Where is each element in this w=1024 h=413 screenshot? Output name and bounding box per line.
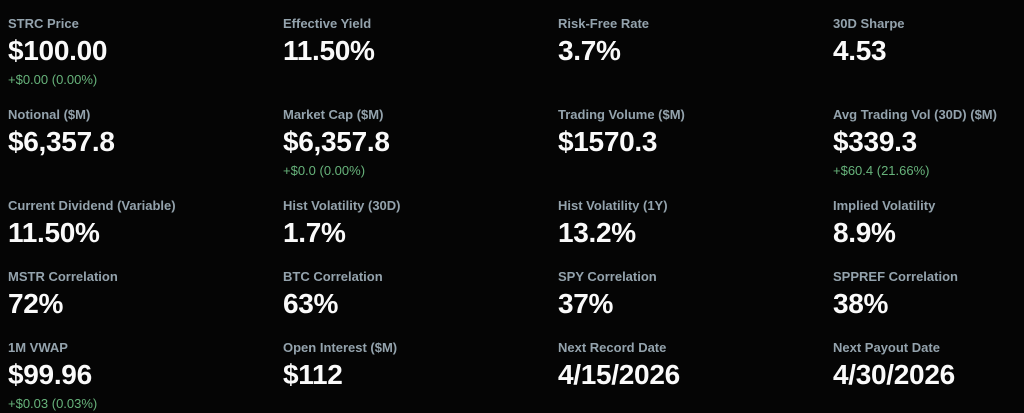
- metric-value: $99.96: [8, 359, 92, 390]
- metric-label: SPPREF Correlation: [833, 269, 958, 284]
- metric-value: 38%: [833, 288, 889, 319]
- metric-value: 3.7%: [558, 35, 621, 66]
- metric-delta: +$60.4 (21.66%): [833, 163, 930, 178]
- metric-value: $1570.3: [558, 126, 658, 157]
- metric-card-sppref-correlation: SPPREF Correlation 38%: [833, 269, 1024, 321]
- metric-card-btc-correlation: BTC Correlation 63%: [283, 269, 558, 321]
- metric-label: Market Cap ($M): [283, 107, 384, 122]
- metric-card-mstr-correlation: MSTR Correlation 72%: [8, 269, 283, 321]
- metric-label: Open Interest ($M): [283, 340, 398, 355]
- metric-label: Notional ($M): [8, 107, 91, 122]
- metric-label: Hist Volatility (30D): [283, 198, 401, 213]
- metric-value: 1.7%: [283, 217, 346, 248]
- metric-card-open-interest: Open Interest ($M) $112: [283, 340, 558, 392]
- metric-value: 72%: [8, 288, 64, 319]
- metric-label: Hist Volatility (1Y): [558, 198, 668, 213]
- metric-label: Current Dividend (Variable): [8, 198, 176, 213]
- metric-card-spy-correlation: SPY Correlation 37%: [558, 269, 833, 321]
- metric-card-notional: Notional ($M) $6,357.8: [8, 107, 283, 159]
- metric-label: BTC Correlation: [283, 269, 383, 284]
- metric-card-effective-yield: Effective Yield 11.50%: [283, 16, 558, 68]
- metric-value: $112: [283, 359, 343, 390]
- metric-delta: +$0.00 (0.00%): [8, 72, 98, 87]
- metric-value: $100.00: [8, 35, 108, 66]
- metric-label: 1M VWAP: [8, 340, 68, 355]
- metric-card-current-dividend: Current Dividend (Variable) 11.50%: [8, 198, 283, 250]
- metric-card-market-cap: Market Cap ($M) $6,357.8 +$0.0 (0.00%): [283, 107, 558, 179]
- metric-value: 63%: [283, 288, 339, 319]
- metric-label: STRC Price: [8, 16, 79, 31]
- metric-label: Risk-Free Rate: [558, 16, 650, 31]
- metric-value: 11.50%: [283, 35, 375, 66]
- metric-value: 4.53: [833, 35, 887, 66]
- metric-label: Effective Yield: [283, 16, 372, 31]
- metric-delta: +$0.03 (0.03%): [8, 396, 98, 411]
- metric-label: MSTR Correlation: [8, 269, 118, 284]
- metric-card-hist-volatility-1y: Hist Volatility (1Y) 13.2%: [558, 198, 833, 250]
- metric-label: Trading Volume ($M): [558, 107, 685, 122]
- metric-value: $339.3: [833, 126, 917, 157]
- metric-card-next-record-date: Next Record Date 4/15/2026: [558, 340, 833, 392]
- metric-card-implied-volatility: Implied Volatility 8.9%: [833, 198, 1024, 250]
- metric-value: 4/30/2026: [833, 359, 955, 390]
- metric-label: Next Record Date: [558, 340, 667, 355]
- metric-card-strc-price: STRC Price $100.00 +$0.00 (0.00%): [8, 16, 283, 88]
- metric-card-trading-volume: Trading Volume ($M) $1570.3: [558, 107, 833, 159]
- metric-card-30d-sharpe: 30D Sharpe 4.53: [833, 16, 1024, 68]
- metric-value: 11.50%: [8, 217, 100, 248]
- metric-label: Next Payout Date: [833, 340, 940, 355]
- metric-label: SPY Correlation: [558, 269, 657, 284]
- metric-card-next-payout-date: Next Payout Date 4/30/2026: [833, 340, 1024, 392]
- metric-value: 13.2%: [558, 217, 636, 248]
- metric-label: 30D Sharpe: [833, 16, 905, 31]
- metric-card-hist-volatility-30d: Hist Volatility (30D) 1.7%: [283, 198, 558, 250]
- metric-value: 8.9%: [833, 217, 896, 248]
- metric-card-risk-free-rate: Risk-Free Rate 3.7%: [558, 16, 833, 68]
- metric-label: Avg Trading Vol (30D) ($M): [833, 107, 997, 122]
- metric-label: Implied Volatility: [833, 198, 936, 213]
- metric-card-1m-vwap: 1M VWAP $99.96 +$0.03 (0.03%): [8, 340, 283, 412]
- metric-delta: +$0.0 (0.00%): [283, 163, 366, 178]
- metric-value: $6,357.8: [8, 126, 115, 157]
- metric-value: 37%: [558, 288, 614, 319]
- metric-value: $6,357.8: [283, 126, 390, 157]
- metric-card-avg-trading-vol: Avg Trading Vol (30D) ($M) $339.3 +$60.4…: [833, 107, 1024, 179]
- metric-value: 4/15/2026: [558, 359, 680, 390]
